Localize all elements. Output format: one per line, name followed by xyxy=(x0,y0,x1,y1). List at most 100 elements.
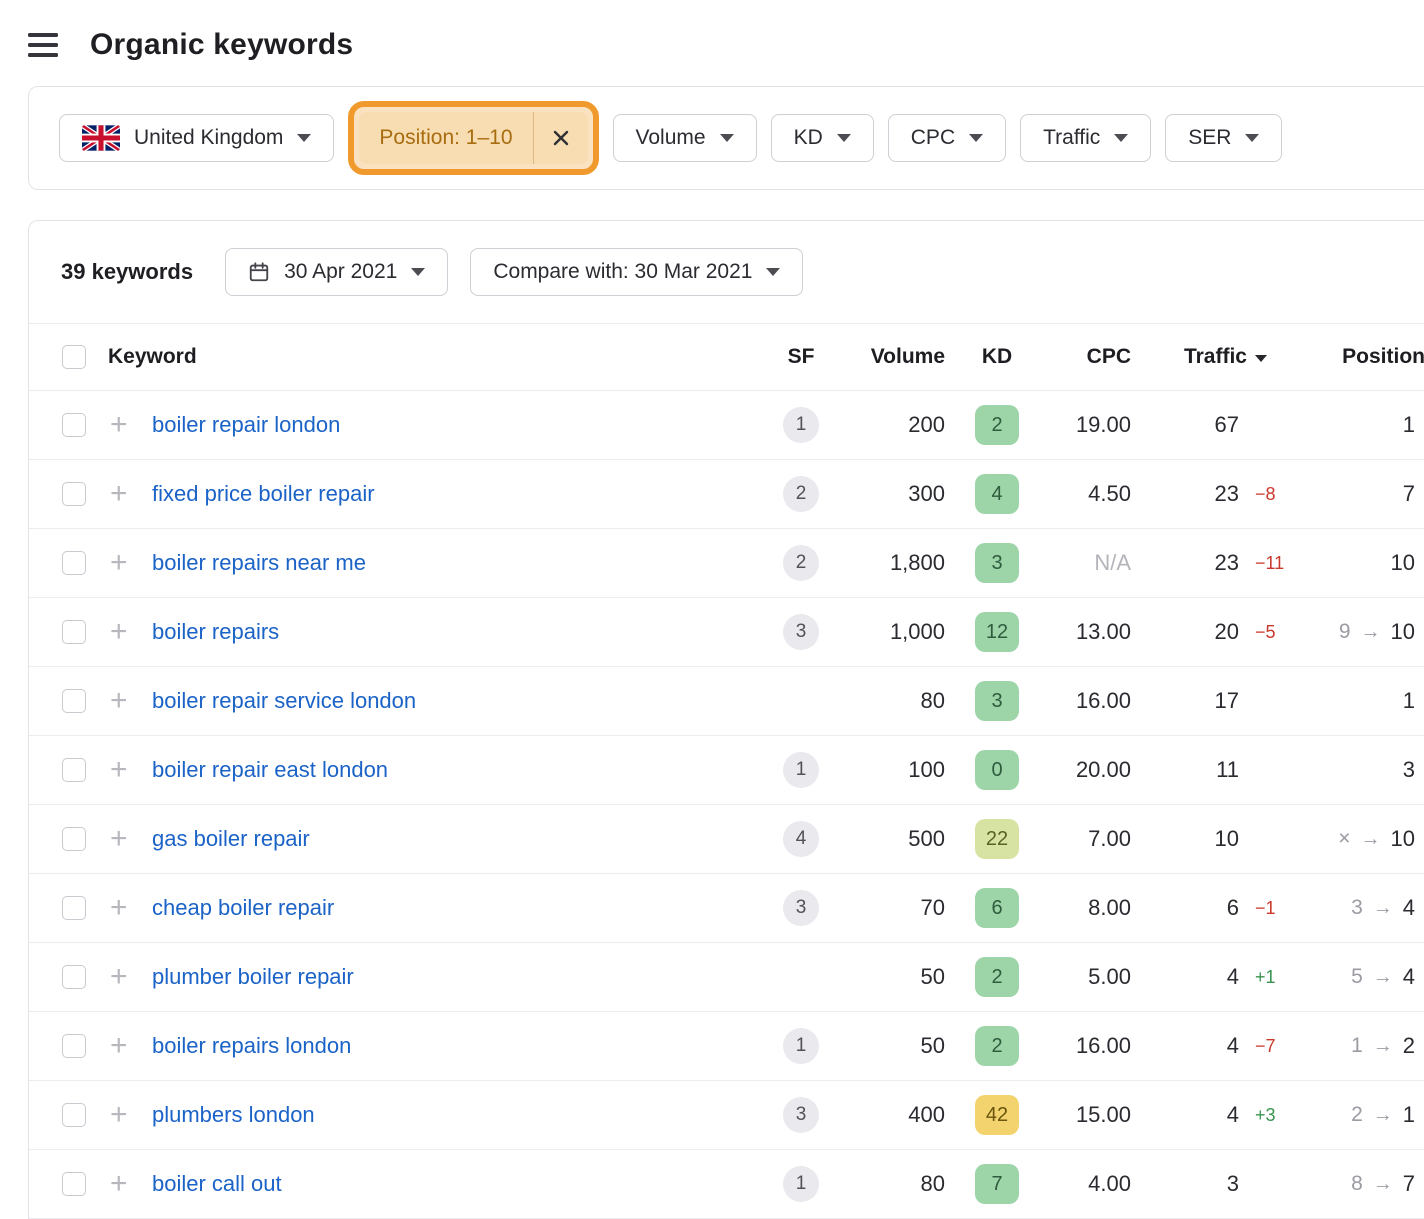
sf-badge[interactable]: 2 xyxy=(783,476,819,512)
position-current: 4 xyxy=(1402,964,1415,989)
row-checkbox[interactable] xyxy=(62,827,86,851)
kd-badge: 2 xyxy=(975,957,1019,997)
traffic-filter-button[interactable]: Traffic xyxy=(1020,114,1152,162)
table-row: + boiler call out 1 80 7 4.00 3 8 → 7 xyxy=(29,1150,1424,1219)
sf-badge[interactable]: 3 xyxy=(783,890,819,926)
row-checkbox-cell xyxy=(62,1103,108,1127)
keyword-link[interactable]: boiler repair east london xyxy=(152,757,389,782)
cpc-value: 4.00 xyxy=(1088,1171,1131,1196)
traffic-value: 4 xyxy=(1226,1102,1239,1127)
add-keyword-icon[interactable]: + xyxy=(110,753,128,786)
add-keyword-icon[interactable]: + xyxy=(110,615,128,648)
sf-badge[interactable]: 4 xyxy=(783,821,819,857)
row-checkbox[interactable] xyxy=(62,1172,86,1196)
sf-badge[interactable]: 3 xyxy=(783,1097,819,1133)
remove-position-filter-button[interactable] xyxy=(534,112,588,164)
row-sf-cell: 4 xyxy=(771,821,831,857)
traffic-change: +1 xyxy=(1255,966,1276,987)
column-header-volume[interactable]: Volume xyxy=(870,345,945,368)
add-keyword-icon[interactable]: + xyxy=(110,546,128,579)
row-keyword-cell: boiler repair east london xyxy=(152,757,771,783)
keyword-link[interactable]: boiler repairs near me xyxy=(152,550,366,575)
row-checkbox[interactable] xyxy=(62,689,86,713)
row-add-cell: + xyxy=(108,824,152,854)
traffic-value: 67 xyxy=(1214,412,1239,437)
add-keyword-icon[interactable]: + xyxy=(110,891,128,924)
serp-filter-button[interactable]: SER xyxy=(1165,114,1283,162)
sort-desc-icon xyxy=(1255,355,1267,362)
traffic-change: −5 xyxy=(1255,621,1276,642)
row-checkbox[interactable] xyxy=(62,758,86,782)
volume-filter-button[interactable]: Volume xyxy=(612,114,757,162)
cpc-value: 16.00 xyxy=(1075,688,1131,713)
cpc-filter-button[interactable]: CPC xyxy=(887,114,1007,162)
add-keyword-icon[interactable]: + xyxy=(110,408,128,441)
row-checkbox[interactable] xyxy=(62,965,86,989)
row-checkbox[interactable] xyxy=(62,1103,86,1127)
row-checkbox[interactable] xyxy=(62,1034,86,1058)
column-header-sf[interactable]: SF xyxy=(787,345,815,368)
keyword-link[interactable]: boiler call out xyxy=(152,1171,282,1196)
add-keyword-icon[interactable]: + xyxy=(110,684,128,717)
serp-filter-label: SER xyxy=(1188,126,1232,149)
add-keyword-icon[interactable]: + xyxy=(110,1029,128,1062)
column-header-position[interactable]: Position xyxy=(1342,345,1424,368)
keyword-link[interactable]: fixed price boiler repair xyxy=(152,481,375,506)
position-cell: → 1 xyxy=(1309,412,1424,438)
table-row: + boiler repair london 1 200 2 19.00 67 … xyxy=(29,391,1424,460)
keyword-count: 39 keywords xyxy=(61,259,194,284)
position-arrow-icon: → xyxy=(1372,896,1393,919)
row-add-cell: + xyxy=(108,1031,152,1061)
add-keyword-icon[interactable]: + xyxy=(110,1167,128,1200)
keyword-link[interactable]: boiler repairs xyxy=(152,619,280,644)
table-row: + boiler repairs near me 2 1,800 3 N/A 2… xyxy=(29,529,1424,598)
position-current: 4 xyxy=(1402,895,1415,920)
add-keyword-icon[interactable]: + xyxy=(110,960,128,993)
keyword-link[interactable]: boiler repairs london xyxy=(152,1033,352,1058)
chip-divider xyxy=(532,112,534,164)
row-checkbox[interactable] xyxy=(62,896,86,920)
keyword-link[interactable]: cheap boiler repair xyxy=(152,895,335,920)
keyword-link[interactable]: boiler repair service london xyxy=(152,688,417,713)
position-filter-chip[interactable]: Position: 1–10 xyxy=(359,112,588,164)
position-arrow-icon: → xyxy=(1372,1103,1393,1126)
sf-badge[interactable]: 1 xyxy=(783,1166,819,1202)
row-sf-cell: 1 xyxy=(771,407,831,443)
kd-filter-button[interactable]: KD xyxy=(770,114,874,162)
country-filter-button[interactable]: United Kingdom xyxy=(59,114,335,162)
keyword-link[interactable]: plumbers london xyxy=(152,1102,315,1127)
keyword-link[interactable]: plumber boiler repair xyxy=(152,964,354,989)
volume-value: 70 xyxy=(920,895,945,920)
position-cell: → 7 xyxy=(1309,481,1424,507)
keyword-link[interactable]: gas boiler repair xyxy=(152,826,310,851)
sf-badge[interactable]: 1 xyxy=(783,407,819,443)
compare-date-button[interactable]: Compare with: 30 Mar 2021 xyxy=(470,248,804,296)
sf-badge[interactable]: 1 xyxy=(783,1028,819,1064)
traffic-value: 23 xyxy=(1214,481,1239,506)
row-checkbox[interactable] xyxy=(62,551,86,575)
position-current: 1 xyxy=(1402,688,1415,713)
sf-badge[interactable]: 2 xyxy=(783,545,819,581)
column-header-traffic[interactable]: Traffic xyxy=(1137,345,1309,369)
column-header-keyword[interactable]: Keyword xyxy=(108,345,197,368)
close-icon xyxy=(553,130,568,146)
row-checkbox[interactable] xyxy=(62,620,86,644)
row-keyword-cell: fixed price boiler repair xyxy=(152,481,771,507)
menu-icon[interactable] xyxy=(28,32,60,58)
traffic-change: +3 xyxy=(1255,1104,1276,1125)
select-all-checkbox[interactable] xyxy=(62,345,86,369)
row-checkbox[interactable] xyxy=(62,413,86,437)
keyword-link[interactable]: boiler repair london xyxy=(152,412,341,437)
add-keyword-icon[interactable]: + xyxy=(110,477,128,510)
row-checkbox[interactable] xyxy=(62,482,86,506)
position-filter-label[interactable]: Position: 1–10 xyxy=(379,126,513,149)
column-header-cpc[interactable]: CPC xyxy=(1086,345,1131,368)
sf-badge[interactable]: 1 xyxy=(783,752,819,788)
add-keyword-icon[interactable]: + xyxy=(110,1098,128,1131)
date-picker-button[interactable]: 30 Apr 2021 xyxy=(225,248,449,296)
position-filter-highlight: Position: 1–10 xyxy=(348,101,599,175)
traffic-change: −1 xyxy=(1255,897,1276,918)
column-header-kd[interactable]: KD xyxy=(981,345,1013,368)
sf-badge[interactable]: 3 xyxy=(783,614,819,650)
add-keyword-icon[interactable]: + xyxy=(110,822,128,855)
